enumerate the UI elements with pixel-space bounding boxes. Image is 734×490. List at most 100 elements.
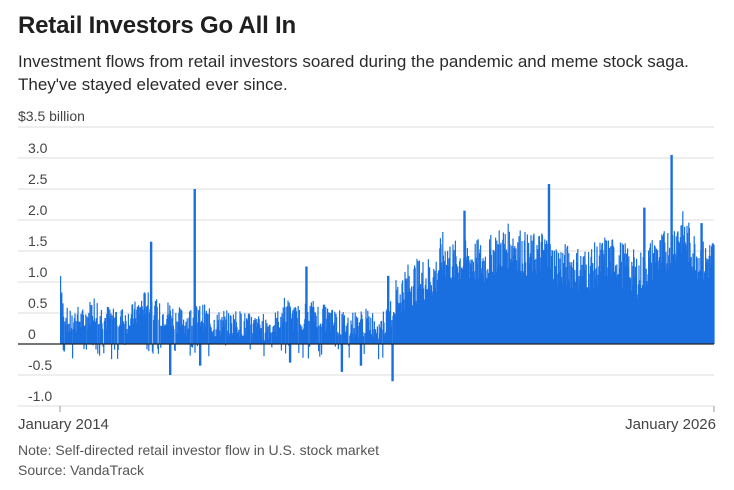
flow-bar (280, 344, 282, 351)
flow-bar (218, 312, 220, 344)
flow-bar (633, 257, 635, 344)
flow-bar (112, 319, 114, 344)
flow-bar (639, 284, 641, 344)
flow-bar (173, 329, 175, 344)
flow-bar (301, 330, 303, 344)
flow-bar (645, 268, 647, 344)
flow-bar (247, 319, 249, 344)
flow-bar (163, 326, 165, 344)
flow-bar (224, 316, 226, 344)
flow-bar (558, 272, 560, 344)
flow-bar (376, 326, 378, 344)
flow-bar (666, 263, 668, 344)
flow-bar (97, 344, 99, 354)
flow-bar (630, 290, 632, 344)
flow-bar (684, 242, 686, 344)
flow-bar (189, 344, 191, 356)
y-tick-label: 0.5 (28, 295, 48, 311)
flow-bar (363, 344, 365, 354)
flow-bar (383, 322, 385, 344)
flow-bar (159, 325, 161, 344)
flow-bar (298, 344, 300, 353)
flow-bar (318, 344, 320, 352)
flow-bar (95, 344, 97, 350)
flow-bar (64, 321, 66, 344)
flow-bar (549, 244, 551, 344)
flow-bar (111, 344, 113, 360)
flow-bar (70, 331, 72, 344)
y-tick-label: 2.5 (28, 171, 48, 187)
flow-bar (213, 319, 215, 344)
y-tick-label: 0 (28, 326, 36, 342)
flow-bar (513, 248, 515, 344)
flow-bar (235, 311, 237, 344)
flow-bar (110, 313, 112, 344)
flow-bar (663, 231, 665, 344)
flow-bar (378, 344, 380, 360)
flow-bar (585, 264, 587, 344)
flow-bar (223, 311, 225, 344)
flow-bar (244, 313, 246, 344)
flow-bar (321, 344, 323, 355)
y-axis-ticks: -1.0 -0.5 0 0.5 1.0 1.5 2.0 2.5 3.0 (28, 140, 52, 404)
flow-bar (669, 263, 671, 344)
flow-bar (418, 260, 420, 344)
flow-bar (702, 241, 704, 344)
flow-spike-bar (62, 344, 66, 351)
flow-bar (217, 326, 219, 344)
flow-bar (127, 333, 129, 344)
flow-bar (636, 294, 638, 344)
flow-bar (363, 336, 365, 344)
flow-bar (94, 318, 96, 344)
flow-bar (226, 310, 228, 344)
flow-bar (564, 244, 566, 344)
flow-bar (71, 315, 73, 344)
flow-spike-bar (169, 344, 172, 375)
flow-bar (152, 344, 154, 354)
flow-bar (579, 269, 581, 344)
flow-bar (603, 254, 605, 344)
y-tick-label: 1.0 (28, 264, 48, 280)
flow-bar (348, 344, 350, 358)
flow-bar (192, 344, 194, 348)
flow-spike-bar (700, 223, 703, 344)
y-tick-label: 3.0 (28, 140, 48, 156)
flow-bar (352, 312, 354, 344)
flow-bar (89, 302, 91, 344)
flow-bar (280, 316, 282, 344)
flow-bar (166, 319, 168, 344)
flow-bar (176, 321, 178, 344)
flow-bar (214, 336, 216, 344)
flow-bar (83, 344, 85, 350)
flow-bar (85, 344, 87, 350)
flow-bar (317, 306, 319, 344)
y-axis-unit-label: $3.5 billion (18, 108, 85, 124)
flow-bar (114, 344, 116, 350)
flow-bar (354, 312, 356, 344)
flow-bar (88, 312, 90, 344)
flow-bar (627, 267, 629, 344)
flow-bar (591, 263, 593, 344)
flow-bar (555, 249, 557, 344)
flow-bar (142, 309, 144, 344)
flow-bar (178, 312, 180, 344)
flow-bar (334, 311, 336, 344)
flow-bar (372, 313, 374, 344)
flow-bar (74, 313, 76, 344)
flow-bar (99, 344, 101, 356)
flow-bar (202, 304, 204, 344)
flow-bar (229, 335, 231, 344)
flow-spike-bar (359, 344, 363, 366)
flow-bar (307, 312, 309, 344)
flow-bar (79, 321, 81, 344)
flow-bar (157, 344, 159, 354)
flow-bar (179, 308, 181, 344)
flow-bar (199, 306, 201, 344)
flow-bar (181, 310, 183, 344)
flow-bar (76, 331, 78, 344)
flow-bar (347, 317, 349, 344)
flow-bar (185, 321, 187, 344)
flow-bar (308, 320, 310, 344)
x-axis-end-label: January 2026 (625, 416, 716, 433)
flow-spike-bar (547, 184, 551, 344)
